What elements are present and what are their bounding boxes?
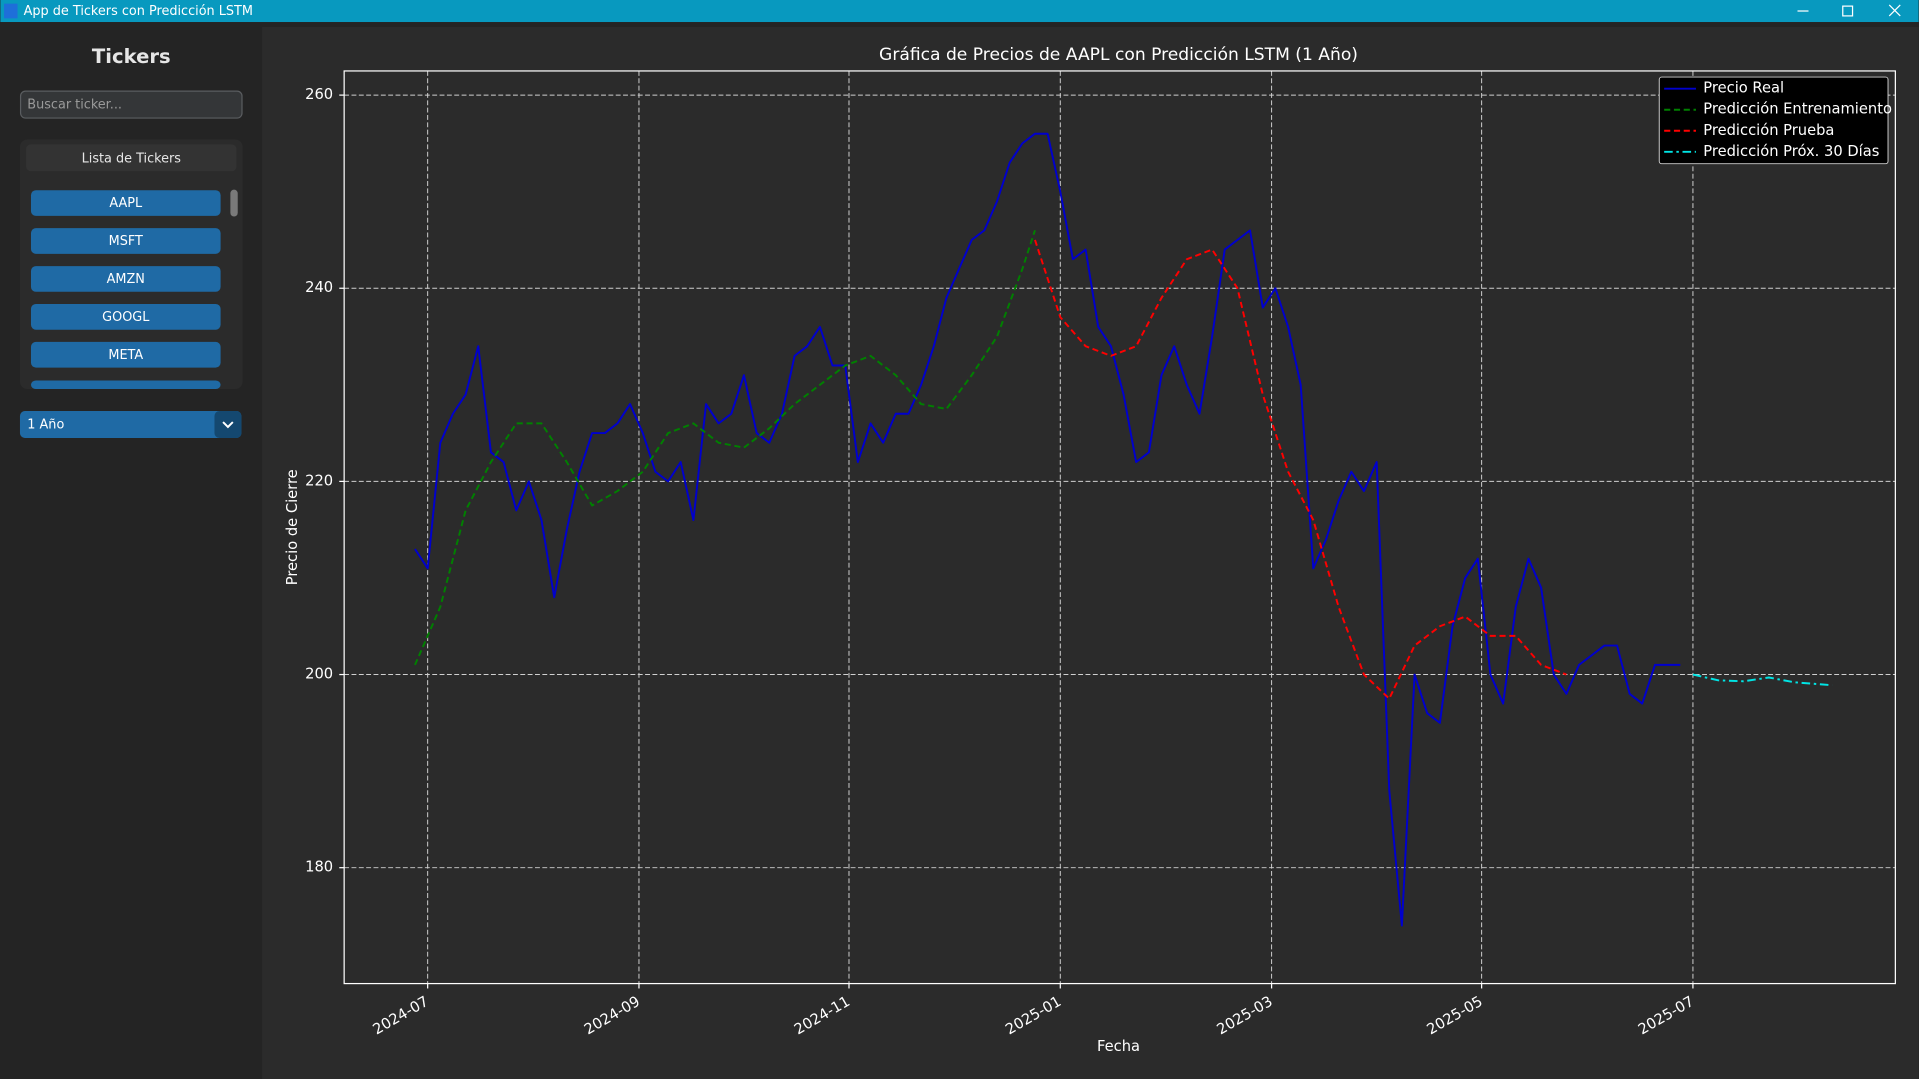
title-bar	[0, 0, 1919, 23]
ticker-button[interactable]	[30, 304, 221, 330]
series-line	[1692, 673, 1833, 687]
search-input[interactable]	[19, 90, 243, 119]
plot-frame	[343, 70, 1896, 985]
ticker-button[interactable]	[30, 190, 221, 216]
ticker-button-partial[interactable]	[30, 380, 221, 390]
y-tick-label: 220	[305, 472, 333, 489]
chart-area	[262, 26, 1919, 1079]
series-line	[1034, 239, 1567, 700]
y-axis-label: Precio de Cierre	[284, 469, 301, 585]
scrollbar[interactable]	[230, 189, 238, 217]
ticker-label: AMZN	[107, 272, 145, 287]
chart-title: Gráfica de Precios de AAPL con Predicció…	[879, 45, 1358, 65]
ticker-list-header	[26, 144, 237, 172]
dropdown-arrow-box[interactable]	[214, 411, 242, 438]
ticker-list-title: Lista de Tickers	[82, 152, 182, 167]
y-tick-label: 260	[305, 86, 333, 103]
period-value: 1 Año	[27, 418, 64, 433]
legend-label: Precio Real	[1703, 80, 1784, 97]
ticker-list: AAPL MSFT AMZN GOOGL META	[30, 190, 221, 368]
ticker-button[interactable]	[30, 266, 221, 292]
legend-label: Predicción Entrenamiento	[1703, 101, 1892, 118]
app-icon	[4, 3, 18, 19]
window-title: App de Tickers con Predicción LSTM	[24, 4, 253, 19]
search-placeholder: Buscar ticker...	[27, 98, 122, 113]
y-tick-label: 180	[305, 859, 333, 876]
period-dropdown[interactable]	[19, 411, 242, 438]
dropdown-arrow	[222, 421, 234, 429]
ticker-label: GOOGL	[102, 310, 150, 325]
x-axis-label: Fecha	[1097, 1038, 1140, 1055]
legend-label: Predicción Prueba	[1703, 122, 1834, 139]
ticker-label: META	[108, 348, 143, 363]
ticker-button[interactable]	[30, 228, 221, 254]
ticker-label: AAPL	[109, 196, 143, 211]
ticker-button[interactable]	[30, 341, 221, 368]
series-line	[414, 230, 1036, 666]
ticker-label: MSFT	[109, 234, 143, 249]
y-tick-label: 240	[305, 279, 333, 296]
sidebar-title: Tickers	[92, 45, 171, 68]
y-tick-label: 200	[305, 666, 333, 683]
close-button[interactable]	[1888, 4, 1901, 17]
legend-label: Predicción Próx. 30 Días	[1703, 143, 1879, 160]
legend-box	[1658, 76, 1889, 165]
series-line	[414, 132, 1681, 927]
restore-button[interactable]	[1842, 5, 1854, 17]
